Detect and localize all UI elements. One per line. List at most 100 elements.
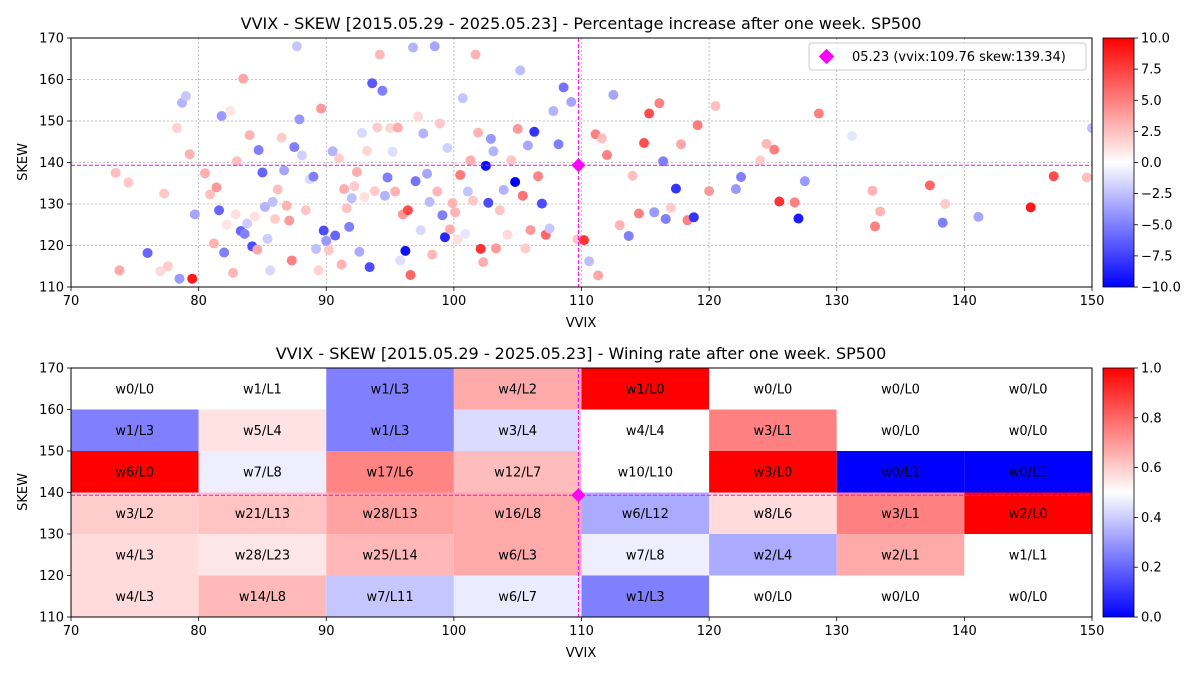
scatter-point bbox=[344, 221, 355, 232]
scatter-point bbox=[377, 85, 388, 96]
heatmap-cell-label: w4/L3 bbox=[115, 548, 154, 563]
scatter-point bbox=[593, 270, 604, 281]
scatter-point bbox=[142, 247, 153, 258]
colorbar-tick-label: −10.0 bbox=[1141, 281, 1181, 296]
y-tick-label: 160 bbox=[39, 403, 64, 418]
scatter-point bbox=[323, 245, 334, 256]
scatter-point bbox=[478, 257, 489, 268]
scatter-point bbox=[252, 244, 263, 255]
scatter-point bbox=[470, 49, 481, 60]
scatter-point bbox=[1025, 202, 1036, 213]
scatter-point bbox=[374, 49, 385, 60]
heatmap-cell bbox=[326, 575, 454, 617]
scatter-point bbox=[649, 207, 660, 218]
scatter-point bbox=[308, 171, 319, 182]
heatmap-x-ticks: 70 80 90 100 110 120 130 140 150 bbox=[63, 617, 1104, 639]
colorbar-tick-label: −7.5 bbox=[1141, 249, 1173, 264]
scatter-point bbox=[517, 190, 528, 201]
x-tick-label: 140 bbox=[952, 624, 977, 639]
scatter-point bbox=[627, 170, 638, 181]
scatter-point bbox=[230, 209, 241, 220]
scatter-point bbox=[460, 228, 471, 239]
heatmap-cell-label: w2/L1 bbox=[881, 548, 920, 563]
scatter-point bbox=[339, 184, 350, 195]
scatter-point bbox=[1087, 123, 1092, 134]
heatmap-cell bbox=[836, 492, 965, 534]
scatter-point bbox=[294, 114, 305, 125]
x-tick-label: 80 bbox=[190, 294, 207, 309]
scatter-point bbox=[413, 111, 424, 122]
scatter-point bbox=[289, 142, 300, 153]
scatter-point bbox=[445, 224, 456, 235]
scatter-point bbox=[847, 130, 858, 141]
scatter-point bbox=[485, 133, 496, 144]
scatter-point bbox=[159, 188, 170, 199]
scatter-point bbox=[450, 207, 461, 218]
heatmap-cell bbox=[198, 409, 327, 451]
scatter-point bbox=[362, 145, 373, 156]
heatmap-cell-label: w16/L8 bbox=[494, 507, 541, 522]
heatmap-cell-label: w6/L12 bbox=[622, 507, 669, 522]
y-tick-label: 120 bbox=[39, 239, 64, 254]
heatmap-cell bbox=[71, 575, 199, 617]
heatmap-cell bbox=[964, 451, 1092, 493]
scatter-point bbox=[533, 171, 544, 182]
x-tick-label: 110 bbox=[569, 624, 594, 639]
scatter-point bbox=[297, 150, 308, 161]
colorbar-tick-label: 0.2 bbox=[1141, 561, 1162, 576]
scatter-point bbox=[584, 256, 595, 267]
heatmap-cell bbox=[836, 534, 965, 576]
heatmap-cell-label: w6/L3 bbox=[498, 548, 537, 563]
heatmap-cell bbox=[198, 368, 327, 410]
scatter-point bbox=[351, 167, 362, 178]
heatmap-cell-label: w1/L3 bbox=[626, 590, 665, 605]
scatter-point bbox=[216, 111, 227, 122]
scatter-point bbox=[940, 199, 951, 209]
scatter-point bbox=[349, 181, 360, 192]
scatter-point bbox=[257, 167, 268, 178]
colorbar-gradient bbox=[1102, 37, 1135, 288]
heatmap-cell bbox=[326, 409, 454, 451]
heatmap-cell-label: w1/L3 bbox=[371, 424, 410, 439]
heatmap-cell bbox=[709, 409, 837, 451]
scatter-point bbox=[548, 106, 559, 117]
scatter-point bbox=[405, 269, 416, 280]
scatter-point bbox=[395, 255, 406, 266]
scatter-point bbox=[799, 176, 810, 187]
heatmap-cell bbox=[581, 492, 710, 534]
scatter-point bbox=[529, 126, 540, 137]
scatter-point bbox=[488, 146, 499, 157]
scatter-point bbox=[639, 137, 650, 148]
scatter-current-marker bbox=[71, 38, 1092, 287]
scatter-point bbox=[231, 156, 242, 167]
scatter-point bbox=[704, 186, 715, 197]
scatter-point bbox=[480, 160, 491, 171]
x-tick-label: 140 bbox=[952, 294, 977, 309]
scatter-point bbox=[354, 246, 365, 257]
scatter-point bbox=[219, 247, 230, 258]
scatter-point bbox=[372, 122, 383, 133]
x-tick-label: 130 bbox=[824, 624, 849, 639]
heatmap-cell-label: w0/L0 bbox=[1009, 424, 1048, 439]
scatter-point bbox=[330, 230, 341, 241]
scatter-point bbox=[418, 128, 429, 139]
scatter-point bbox=[400, 245, 411, 256]
scatter-point bbox=[793, 213, 804, 224]
heatmap-cell bbox=[581, 451, 710, 493]
heatmap-cell-label: w7/L8 bbox=[626, 548, 665, 563]
scatter-point bbox=[184, 149, 195, 160]
scatter-point bbox=[437, 210, 448, 221]
scatter-point bbox=[755, 155, 766, 166]
scatter-point bbox=[276, 132, 287, 143]
scatter-point bbox=[536, 198, 547, 209]
scatter-point bbox=[736, 172, 747, 183]
scatter-point bbox=[410, 176, 421, 187]
heatmap-colorbar: 0.0 0.2 0.4 0.6 0.8 1.0 bbox=[1102, 362, 1162, 626]
scatter-point bbox=[359, 191, 370, 202]
heatmap-cell bbox=[326, 451, 454, 493]
heatmap-current-marker bbox=[71, 368, 1092, 617]
heatmap-cell-label: w14/L8 bbox=[239, 590, 286, 605]
y-tick-label: 110 bbox=[39, 281, 64, 296]
scatter-point bbox=[439, 232, 450, 243]
scatter-point bbox=[429, 41, 440, 52]
